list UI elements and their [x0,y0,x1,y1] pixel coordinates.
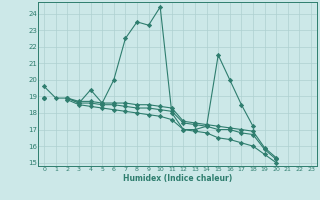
X-axis label: Humidex (Indice chaleur): Humidex (Indice chaleur) [123,174,232,183]
